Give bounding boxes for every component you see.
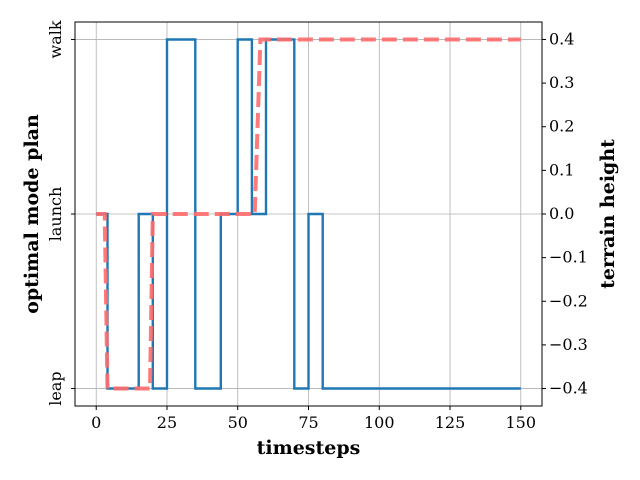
right-tick-label: −0.1 <box>549 248 588 267</box>
right-tick-label: 0.2 <box>549 117 574 136</box>
x-axis-label: timesteps <box>257 437 361 459</box>
right-tick-label: 0.3 <box>549 73 574 92</box>
x-tick-label: 25 <box>157 413 177 432</box>
left-tick-label: walk <box>46 20 65 58</box>
series-layer <box>96 37 521 391</box>
x-tick-label: 150 <box>505 413 536 432</box>
right-tick-label: −0.3 <box>549 335 588 354</box>
left-axis-label: optimal mode plan <box>21 114 43 314</box>
right-tick-label: 0.4 <box>549 29 574 48</box>
x-tick-label: 0 <box>91 413 101 432</box>
right-tick-label: −0.4 <box>549 379 588 398</box>
right-axis-label: terrain height <box>597 139 619 289</box>
ticks-layer: 0 25 50 75 100 125 150 leap launch walk −0.4 −0.3 −0… <box>46 20 588 432</box>
left-tick-label: launch <box>46 187 65 242</box>
x-tick-label: 50 <box>228 413 248 432</box>
right-tick-label: −0.2 <box>549 291 588 310</box>
x-tick-label: 125 <box>435 413 466 432</box>
x-tick-label: 100 <box>364 413 395 432</box>
right-tick-label: 0.1 <box>549 160 574 179</box>
left-tick-label: leap <box>46 371 65 405</box>
right-tick-label: 0.0 <box>549 204 574 223</box>
x-tick-label: 75 <box>298 413 318 432</box>
